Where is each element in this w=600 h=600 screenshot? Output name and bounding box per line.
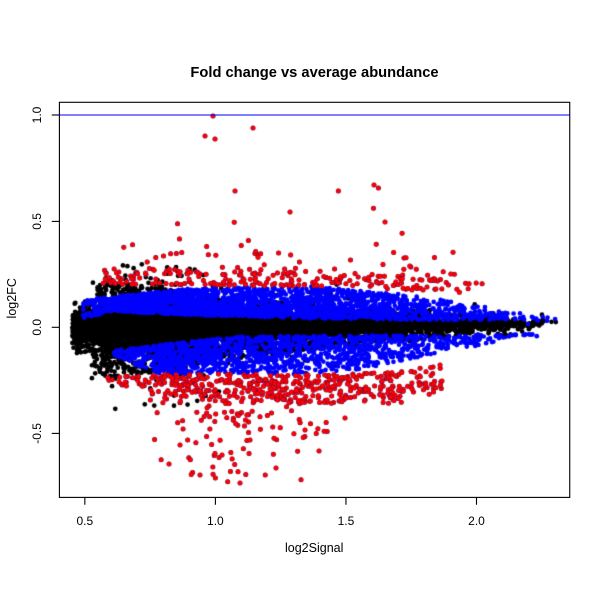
svg-text:2.0: 2.0: [468, 514, 485, 528]
svg-text:log2Signal: log2Signal: [285, 541, 343, 555]
svg-text:Fold change vs average abundan: Fold change vs average abundance: [190, 65, 438, 81]
svg-text:-0.5: -0.5: [30, 423, 44, 444]
svg-text:1.0: 1.0: [30, 106, 44, 123]
svg-text:1.5: 1.5: [338, 514, 355, 528]
svg-text:0.5: 0.5: [30, 213, 44, 230]
svg-text:0.5: 0.5: [77, 514, 94, 528]
svg-text:0.0: 0.0: [30, 319, 44, 336]
svg-text:1.0: 1.0: [207, 514, 224, 528]
svg-text:log2FC: log2FC: [5, 278, 19, 318]
